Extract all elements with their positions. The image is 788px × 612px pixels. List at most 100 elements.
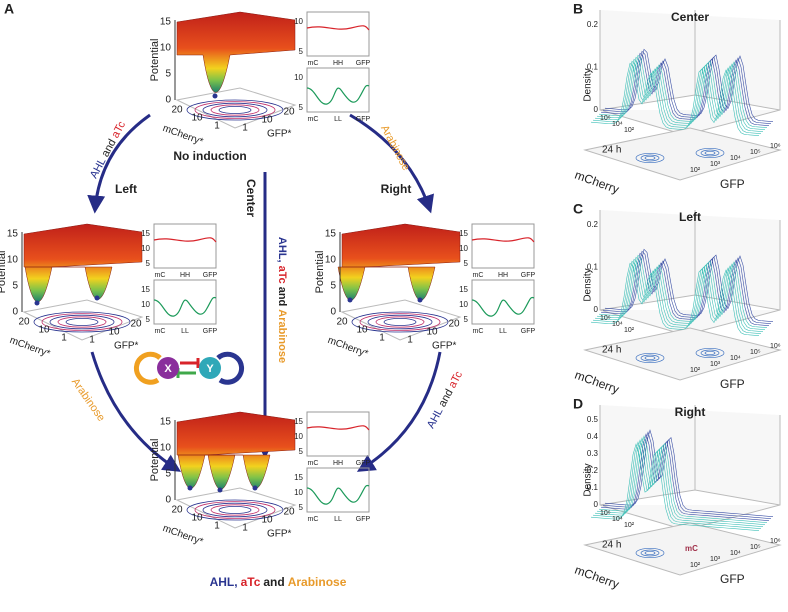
well (217, 487, 223, 493)
y-tick-label: 10² (690, 562, 701, 569)
label-part: and (276, 287, 288, 307)
y-axis-label: GFP* (267, 529, 292, 540)
contour (644, 550, 656, 556)
well (34, 300, 40, 306)
profile-tick: 5 (464, 259, 469, 268)
z-tick-label: 0.2 (587, 220, 599, 229)
contour (186, 499, 284, 521)
mesh-line (594, 58, 764, 132)
landscape: 15 10 5 0 Potential 20 10 1 1 10 20 mCherry* GFP* 15 1… (314, 223, 536, 360)
z-tick-label: 0.2 (587, 466, 599, 475)
profile-label: LL (181, 328, 189, 335)
label-part: and (436, 387, 455, 409)
profile-tick: 5 (299, 503, 304, 512)
z-axis-label: Potential (314, 251, 326, 294)
mesh-line (604, 248, 774, 322)
z-tick-label: 0.1 (587, 483, 599, 492)
y-tick-label: 10⁶ (770, 538, 781, 545)
landscape: 15 10 5 0 Potential 20 10 1 1 10 20 mCherry* GFP* 15 1… (149, 411, 371, 548)
profile-label: GFP (356, 516, 371, 523)
y-tick-label: 1 (407, 335, 413, 346)
z-axis-label: Potential (0, 251, 8, 294)
well (252, 485, 258, 491)
x-tick-label: 10² (624, 127, 635, 134)
z-tick-label: 10 (160, 43, 172, 54)
y-tick-label: 20 (283, 507, 295, 518)
x-axis-label: mCherry* (161, 123, 205, 148)
x-tick-label: 10⁴ (612, 121, 623, 128)
y-tick-label: 10³ (710, 161, 721, 168)
landscape: 15 10 5 0 Potential 20 10 1 1 10 20 mCherry* GFP* 15 1… (0, 223, 218, 360)
label-part: AHL, (210, 575, 238, 589)
contour (704, 150, 716, 156)
profile-label: mC (308, 116, 319, 123)
contour (218, 106, 252, 115)
z-axis-label: Density (583, 68, 594, 101)
mesh-line (592, 60, 762, 134)
label-part: Arabinose (288, 575, 347, 589)
y-tick-label: 10⁵ (750, 349, 761, 356)
contour (210, 104, 260, 116)
well (417, 297, 423, 303)
y-tick-label: 20 (448, 319, 460, 330)
x-axis-label: mCherry (573, 168, 621, 197)
label-part: AHL, (276, 237, 288, 263)
profile-tick: 5 (299, 47, 304, 56)
y-tick-label: 10⁴ (730, 155, 741, 162)
z-tick-label: 0 (594, 105, 599, 114)
z-tick-label: 0 (165, 495, 171, 506)
mesh-line (592, 260, 762, 334)
profile-label: GFP (356, 116, 371, 123)
contour (359, 313, 441, 331)
profile-tick: 15 (141, 229, 150, 238)
mesh-line (602, 50, 772, 124)
z-tick-label: 0.1 (587, 63, 599, 72)
cluster-label: mC (685, 544, 698, 553)
multicolor-label: AHL,aTcandArabinose (276, 237, 288, 363)
profile-tick: 10 (294, 432, 303, 441)
time-label: 24 h (602, 345, 621, 356)
profile-box (471, 223, 535, 269)
label-part: AHL (425, 406, 446, 431)
profile-tick: 10 (141, 300, 150, 309)
density-title: Left (679, 210, 701, 224)
x-tick-label: 10 (191, 513, 203, 524)
profile-label: mC (473, 272, 484, 279)
profile-tick: 10 (294, 17, 303, 26)
contour (644, 355, 656, 361)
surface (176, 11, 296, 93)
y-tick-label: 20 (283, 107, 295, 118)
z-axis-label: Potential (149, 439, 161, 482)
contour (218, 506, 252, 515)
profile-box (153, 279, 217, 325)
density-title: Center (671, 10, 709, 24)
label-part: aTc (241, 575, 261, 589)
label-part: Arabinose (378, 123, 412, 172)
z-tick-label: 0.5 (587, 415, 599, 424)
y-tick-label: 1 (242, 123, 248, 134)
x-tick-label: 20 (171, 505, 183, 516)
profile-label: HH (498, 272, 508, 279)
x-tick-label: 10⁶ (600, 315, 611, 322)
contour (635, 547, 665, 559)
profile-box (153, 223, 217, 269)
z-tick-label: 5 (12, 281, 18, 292)
y-tick-label: 10 (261, 115, 273, 126)
label-part: and (263, 575, 284, 589)
x-axis-label: mCherry* (161, 523, 205, 548)
y-tick-label: 10⁴ (730, 550, 741, 557)
x-tick-label: 10 (191, 113, 203, 124)
z-tick-label: 5 (165, 69, 171, 80)
mesh-line (590, 62, 760, 136)
mesh-line (598, 54, 768, 128)
z-tick-label: 0.3 (587, 449, 599, 458)
x-tick-label: 10⁶ (600, 510, 611, 517)
x-tick-label: 1 (214, 521, 220, 532)
profile-label: mC (155, 272, 166, 279)
x-tick-label: 10⁶ (600, 115, 611, 122)
y-tick-label: 10³ (710, 361, 721, 368)
mesh-line (590, 262, 760, 336)
x-tick-label: 10⁴ (612, 321, 623, 328)
contour (700, 149, 720, 157)
